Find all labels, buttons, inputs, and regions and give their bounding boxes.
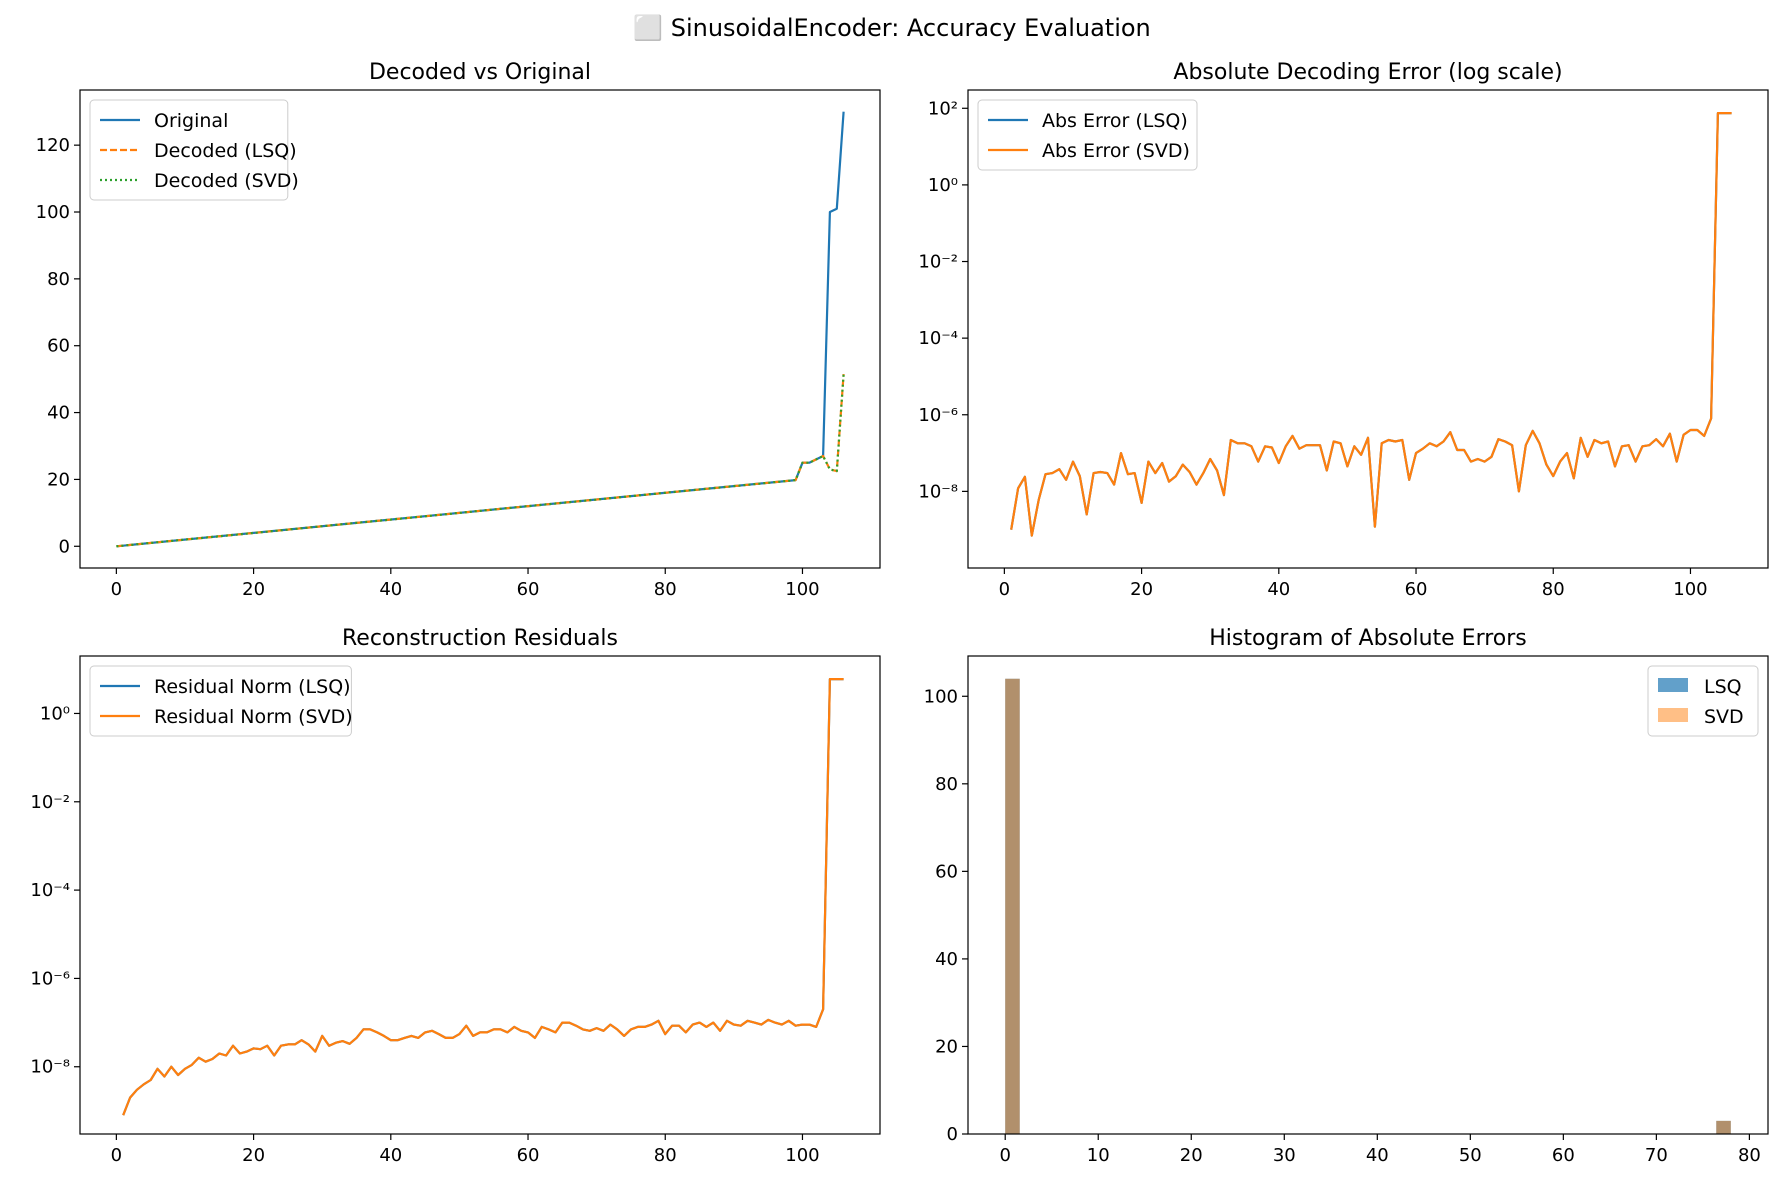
x-tick-label: 0 — [999, 1145, 1010, 1166]
series-line-1 — [122, 677, 844, 1116]
x-tick-label: 60 — [1405, 579, 1428, 600]
x-tick-label: 0 — [999, 579, 1010, 600]
legend: LSQ SVD — [1647, 665, 1759, 737]
y-tick-label: 100 — [924, 686, 958, 707]
subplot-title: Decoded vs Original — [369, 60, 591, 85]
axes-frame — [79, 89, 881, 569]
x-tick-label: 100 — [785, 1145, 819, 1166]
axes-frame — [967, 655, 1769, 1135]
y-tick-label: 10⁰ — [928, 175, 958, 196]
series-line-2 — [116, 374, 845, 548]
legend-label: SVD — [1704, 706, 1744, 728]
legend: Original Decoded (LSQ) Decoded (SVD) — [89, 99, 299, 201]
legend-label: LSQ — [1704, 676, 1742, 698]
figure-title: ⬜ SinusoidalEncoder: Accuracy Evaluation — [633, 14, 1151, 42]
series-line-1 — [1010, 111, 1732, 537]
plot-area — [1005, 678, 1731, 1134]
x-tick-label: 60 — [517, 579, 540, 600]
subplot-title: Histogram of Absolute Errors — [1209, 626, 1527, 651]
x-tick-label: 50 — [1459, 1145, 1482, 1166]
legend-label: Decoded (LSQ) — [154, 140, 297, 162]
legend-label: Abs Error (LSQ) — [1042, 110, 1188, 132]
y-tick-label: 10⁻⁶ — [918, 405, 958, 426]
y-tick-label: 10⁻⁸ — [918, 481, 958, 502]
axes-frame — [967, 89, 1769, 569]
y-tick-label: 60 — [935, 861, 958, 882]
y-tick-label: 60 — [47, 336, 70, 357]
y-tick-label: 10⁻⁸ — [30, 1057, 70, 1078]
hist-bar-svd — [1005, 678, 1020, 1134]
x-tick-label: 20 — [1180, 1145, 1203, 1166]
x-tick-label: 100 — [1673, 579, 1707, 600]
legend-label: Residual Norm (LSQ) — [154, 676, 351, 698]
x-tick-label: 0 — [111, 579, 122, 600]
y-tick-label: 0 — [59, 536, 70, 557]
y-tick-label: 10⁻⁴ — [30, 880, 70, 901]
panel-reconstruction-residuals: Reconstruction Residuals 0 20 40 60 80 100 10⁰ 1… — [30, 626, 881, 1166]
panel-histogram-absolute-errors: Histogram of Absolute Errors 0 10 20 30 40 50 6… — [924, 626, 1769, 1166]
x-tick-label: 80 — [654, 1145, 677, 1166]
x-tick-label: 60 — [1552, 1145, 1575, 1166]
x-tick-label: 80 — [1542, 579, 1565, 600]
legend-frame — [89, 665, 352, 737]
legend-frame — [89, 99, 289, 201]
y-tick-label: 0 — [947, 1124, 958, 1145]
y-tick-label: 100 — [36, 202, 70, 223]
plot-area — [116, 111, 845, 548]
x-tick-label: 60 — [517, 1145, 540, 1166]
panel-absolute-decoding-error: Absolute Decoding Error (log scale) 0 20 40… — [918, 60, 1769, 600]
legend-label: Original — [154, 110, 228, 132]
x-tick-label: 80 — [1738, 1145, 1761, 1166]
plot-area — [122, 677, 844, 1116]
y-tick-label: 10⁻⁴ — [918, 328, 958, 349]
legend-label: Decoded (SVD) — [154, 170, 299, 192]
y-tick-label: 120 — [36, 135, 70, 156]
legend-label: Residual Norm (SVD) — [154, 706, 353, 728]
x-tick-label: 30 — [1273, 1145, 1296, 1166]
x-tick-label: 40 — [379, 1145, 402, 1166]
y-tick-label: 10² — [928, 98, 958, 119]
y-tick-label: 20 — [47, 469, 70, 490]
y-tick-label: 40 — [935, 949, 958, 970]
legend-frame — [977, 99, 1198, 171]
y-tick-label: 20 — [935, 1036, 958, 1057]
subplot-title: Absolute Decoding Error (log scale) — [1173, 60, 1562, 85]
axes-frame — [79, 655, 881, 1135]
y-tick-label: 10⁻⁶ — [30, 968, 70, 989]
y-tick-label: 10⁻² — [30, 792, 70, 813]
x-tick-label: 20 — [1130, 579, 1153, 600]
legend: Residual Norm (LSQ) Residual Norm (SVD) — [89, 665, 353, 737]
x-tick-label: 80 — [654, 579, 677, 600]
panel-decoded-vs-original: Decoded vs Original 0 20 40 60 80 100 0 20 40 60 80… — [36, 60, 881, 600]
x-tick-label: 40 — [379, 579, 402, 600]
legend: Abs Error (LSQ) Abs Error (SVD) — [977, 99, 1198, 171]
x-tick-label: 70 — [1645, 1145, 1668, 1166]
plot-area — [1010, 111, 1732, 537]
y-tick-label: 40 — [47, 403, 70, 424]
x-tick-label: 10 — [1087, 1145, 1110, 1166]
y-tick-label: 80 — [935, 774, 958, 795]
x-tick-label: 40 — [1267, 579, 1290, 600]
legend-swatch — [1658, 678, 1688, 692]
series-line-1 — [116, 374, 845, 548]
y-tick-label: 10⁻² — [918, 252, 958, 273]
x-tick-label: 0 — [111, 1145, 122, 1166]
legend-label: Abs Error (SVD) — [1042, 140, 1190, 162]
hist-bar-svd — [1716, 1120, 1731, 1134]
x-tick-label: 100 — [785, 579, 819, 600]
legend-swatch — [1658, 708, 1688, 722]
subplot-title: Reconstruction Residuals — [342, 626, 618, 651]
y-tick-label: 10⁰ — [40, 703, 70, 724]
x-tick-label: 20 — [242, 579, 265, 600]
y-tick-label: 80 — [47, 269, 70, 290]
x-tick-label: 40 — [1366, 1145, 1389, 1166]
x-tick-label: 20 — [242, 1145, 265, 1166]
